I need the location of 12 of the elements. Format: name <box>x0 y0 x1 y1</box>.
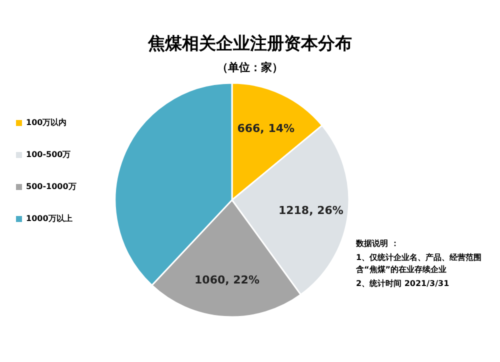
chart-title: 焦煤相关企业注册资本分布 <box>146 33 353 55</box>
text: 2、统计时间 2021/3/31 <box>356 278 450 290</box>
data-label: 666, 14% <box>237 122 295 136</box>
legend-label: 1000万以上 <box>26 213 72 224</box>
data-label: 1060, 22% <box>194 273 260 286</box>
text: 1、仅统计企业名、产品、经营范围含“焦煤”的在业存续企业 <box>356 252 483 276</box>
legend-label: 500-1000万 <box>26 181 76 192</box>
chart-subtitle: （单位：家） <box>216 60 284 75</box>
legend-label: 100万以内 <box>26 117 67 128</box>
text: 数据说明 ： <box>356 238 400 250</box>
data-label: 1218, 26% <box>278 204 344 217</box>
legend-label: 100-500万 <box>26 149 71 160</box>
